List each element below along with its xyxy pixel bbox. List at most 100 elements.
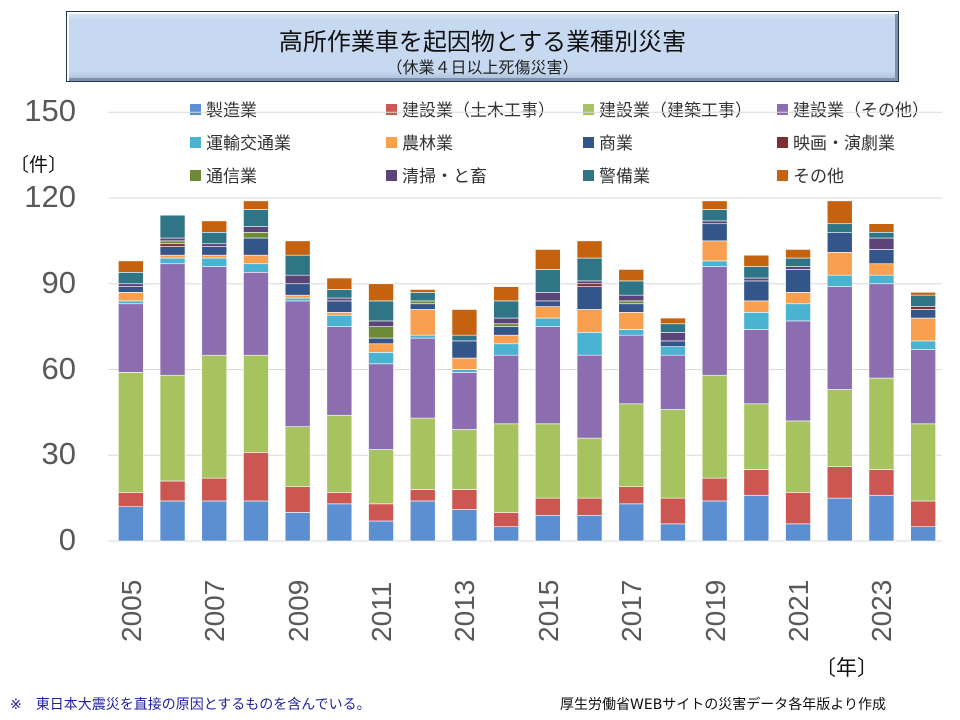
bar-segment [326,289,353,299]
bar-segment [743,469,770,496]
bar-segment [618,334,645,405]
legend-label: 清掃・と畜 [402,167,487,187]
bars [118,200,936,542]
bar-segment [201,243,228,247]
bar-segment [118,283,144,287]
bar-segment [118,506,144,542]
bar-stack-2023 [868,223,895,542]
bar-segment [409,292,436,302]
bar-segment [243,254,269,265]
bar-stack-2016 [576,240,603,542]
bar-segment [159,500,186,542]
bar-segment [701,266,728,376]
bar-segment [409,309,436,336]
legend-label: 農林業 [402,134,453,154]
bar-segment [159,240,186,245]
bar-stack-2020 [743,254,770,542]
bar-segment [868,263,895,276]
y-axis-unit: 〔件〕 [10,154,68,176]
bar-segment [326,414,353,493]
bar-segment [576,240,603,259]
bar-segment [743,277,770,282]
bar-segment [743,254,770,267]
bar-segment [618,503,645,542]
bar-segment [284,254,311,276]
bar-segment [243,232,269,239]
y-tick-label: 150 [24,93,76,129]
bar-segment [451,489,478,510]
legend-item: 通信業 [190,162,257,187]
bar-stack-2021 [785,249,811,542]
bar-segment [535,326,561,425]
bar-segment [326,277,353,290]
bar-segment [368,337,394,345]
bar-segment [201,500,228,542]
bar-segment [576,437,603,499]
legend-item: 運輸交通業 [190,129,291,154]
legend-swatch [386,104,397,115]
bar-segment [201,266,228,356]
legend-item: 製造業 [190,96,257,121]
bar-segment [660,332,686,342]
bar-segment [368,363,394,450]
bar-segment [368,326,394,339]
bar-segment [785,266,811,270]
bar-segment [493,343,519,356]
legend-item: 警備業 [583,162,650,187]
bar-stack-2018 [660,317,686,542]
legend-label: 映画・演劇業 [793,134,895,154]
bar-segment [243,263,269,273]
bar-segment [159,243,186,247]
bar-segment [910,294,936,307]
bar-segment [743,403,770,470]
bar-segment [451,309,478,336]
bar-segment [493,323,519,327]
bar-segment [118,372,144,493]
legend-label: その他 [793,167,844,187]
bar-segment [368,343,394,353]
bar-segment [284,240,311,256]
bar-segment [284,300,311,427]
bar-segment [660,523,686,542]
legend-label: 通信業 [206,167,257,187]
bar-segment [451,357,478,370]
bar-segment [326,297,353,302]
legend-swatch [777,104,788,115]
bar-segment [660,497,686,525]
bar-segment [159,257,186,265]
bar-segment [826,389,853,467]
bar-segment [660,317,686,325]
bar-segment [868,223,895,233]
bar-segment [785,420,811,493]
bar-segment [368,300,394,322]
bar-stack-2022 [826,200,853,542]
bar-segment [785,523,811,542]
bar-segment [576,332,603,356]
bar-segment [701,240,728,262]
bar-segment [618,280,645,296]
bar-segment [326,503,353,542]
bar-segment [910,349,936,425]
bar-segment [409,489,436,502]
legend-label: 建設業（その他） [793,101,929,121]
bar-segment [535,269,561,293]
bar-stack-2019 [701,200,728,542]
bar-segment [576,514,603,542]
bar-stack-2005 [118,260,144,542]
bar-segment [535,423,561,499]
bar-segment [201,477,228,502]
bar-segment [201,354,228,479]
source-note: 厚生労働省WEBサイトの災害データ各年版より作成 [560,697,887,713]
bar-segment [618,294,645,302]
chart-subtitle: （休業４日以上死傷災害） [386,58,579,77]
bar-segment [826,200,853,225]
legend-label: 建設業（建築工事） [599,101,752,121]
bar-segment [284,274,311,285]
legend-label: 建設業（土木工事） [402,101,555,121]
y-tick-label: 120 [24,179,76,214]
legend-item: その他 [777,162,844,187]
legend-swatch [190,137,201,148]
bar-segment [618,269,645,282]
bar-segment [493,512,519,528]
bar-stack-2007 [201,220,228,542]
